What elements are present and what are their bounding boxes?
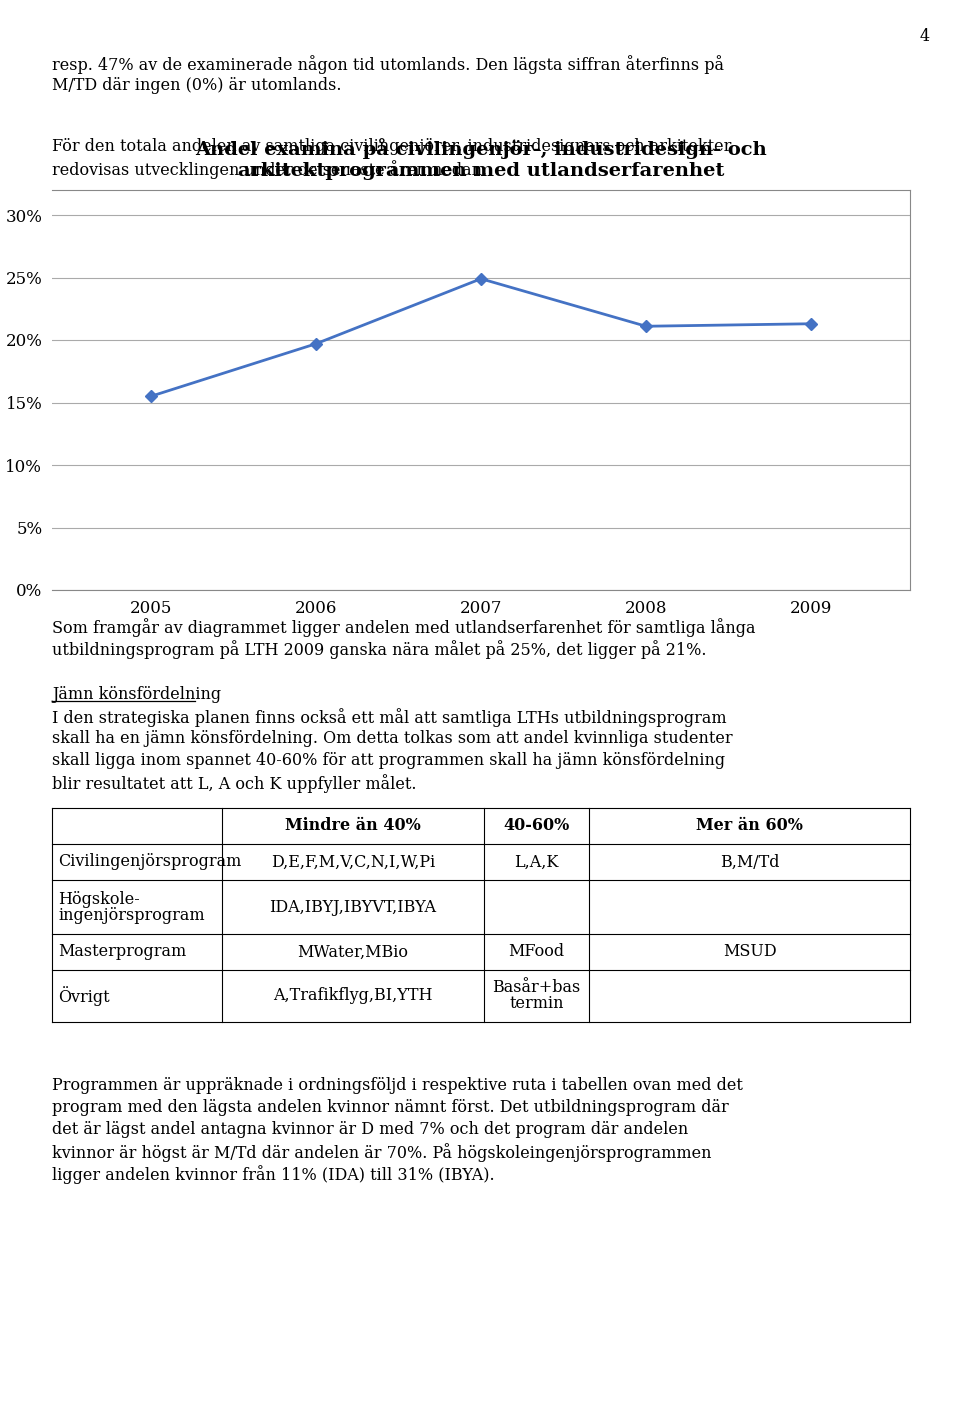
Text: kvinnor är högst är M/Td där andelen är 70%. På högskoleingenjörsprogrammen: kvinnor är högst är M/Td där andelen är … [52, 1143, 711, 1163]
Text: L,A,K: L,A,K [515, 854, 559, 870]
Text: ingenjörsprogram: ingenjörsprogram [58, 907, 204, 924]
Text: ligger andelen kvinnor från 11% (IDA) till 31% (IBYA).: ligger andelen kvinnor från 11% (IDA) ti… [52, 1165, 494, 1184]
Text: D,E,F,M,V,C,N,I,W,Pi: D,E,F,M,V,C,N,I,W,Pi [271, 854, 435, 870]
Text: I den strategiska planen finns också ett mål att samtliga LTHs utbildningsprogra: I den strategiska planen finns också ett… [52, 708, 727, 727]
Title: Andel examina på civilingenjör-, industridesign- och
arkitektprogrammen med utla: Andel examina på civilingenjör-, industr… [195, 139, 767, 180]
Text: B,M/Td: B,M/Td [720, 854, 780, 870]
Text: För den totala andelen av samtliga civilingenjörer, industridesigners och arkite: För den totala andelen av samtliga civil… [52, 138, 732, 154]
Text: Mer än 60%: Mer än 60% [696, 817, 803, 834]
Text: resp. 47% av de examinerade någon tid utomlands. Den lägsta siffran återfinns på: resp. 47% av de examinerade någon tid ut… [52, 55, 724, 74]
Text: blir resultatet att L, A och K uppfyller målet.: blir resultatet att L, A och K uppfyller… [52, 774, 417, 793]
Text: 40-60%: 40-60% [503, 817, 569, 834]
Text: program med den lägsta andelen kvinnor nämnt först. Det utbildningsprogram där: program med den lägsta andelen kvinnor n… [52, 1099, 729, 1116]
Text: Jämn könsfördelning: Jämn könsfördelning [52, 687, 221, 703]
Text: Programmen är uppräknade i ordningsföljd i respektive ruta i tabellen ovan med d: Programmen är uppräknade i ordningsföljd… [52, 1077, 743, 1094]
Text: skall ligga inom spannet 40-60% för att programmen skall ha jämn könsfördelning: skall ligga inom spannet 40-60% för att … [52, 753, 725, 769]
Text: A,Trafikflyg,BI,YTH: A,Trafikflyg,BI,YTH [274, 987, 433, 1004]
Text: 4: 4 [920, 28, 930, 45]
Text: Övrigt: Övrigt [58, 986, 109, 1005]
Text: Mindre än 40%: Mindre än 40% [285, 817, 420, 834]
Text: M/TD där ingen (0%) är utomlands.: M/TD där ingen (0%) är utomlands. [52, 77, 342, 94]
Text: utbildningsprogram på LTH 2009 ganska nära målet på 25%, det ligger på 21%.: utbildningsprogram på LTH 2009 ganska nä… [52, 640, 707, 658]
Text: MFood: MFood [509, 943, 564, 960]
Text: Basår+bas: Basår+bas [492, 980, 581, 997]
Text: skall ha en jämn könsfördelning. Om detta tolkas som att andel kvinnliga student: skall ha en jämn könsfördelning. Om dett… [52, 730, 732, 747]
Text: Masterprogram: Masterprogram [58, 943, 186, 960]
Text: MWater,MBio: MWater,MBio [298, 943, 409, 960]
Text: Högskole-: Högskole- [58, 890, 140, 907]
Text: Som framgår av diagrammet ligger andelen med utlandserfarenhet för samtliga lång: Som framgår av diagrammet ligger andelen… [52, 618, 756, 637]
Text: redovisas utvecklingen under de senaste åren nedan.: redovisas utvecklingen under de senaste … [52, 160, 487, 178]
Text: termin: termin [509, 995, 564, 1012]
Text: det är lägst andel antagna kvinnor är D med 7% och det program där andelen: det är lägst andel antagna kvinnor är D … [52, 1120, 688, 1139]
Text: Civilingenjörsprogram: Civilingenjörsprogram [58, 854, 241, 870]
Text: IDA,IBYJ,IBYVT,IBYA: IDA,IBYJ,IBYVT,IBYA [270, 899, 437, 915]
Text: MSUD: MSUD [723, 943, 777, 960]
